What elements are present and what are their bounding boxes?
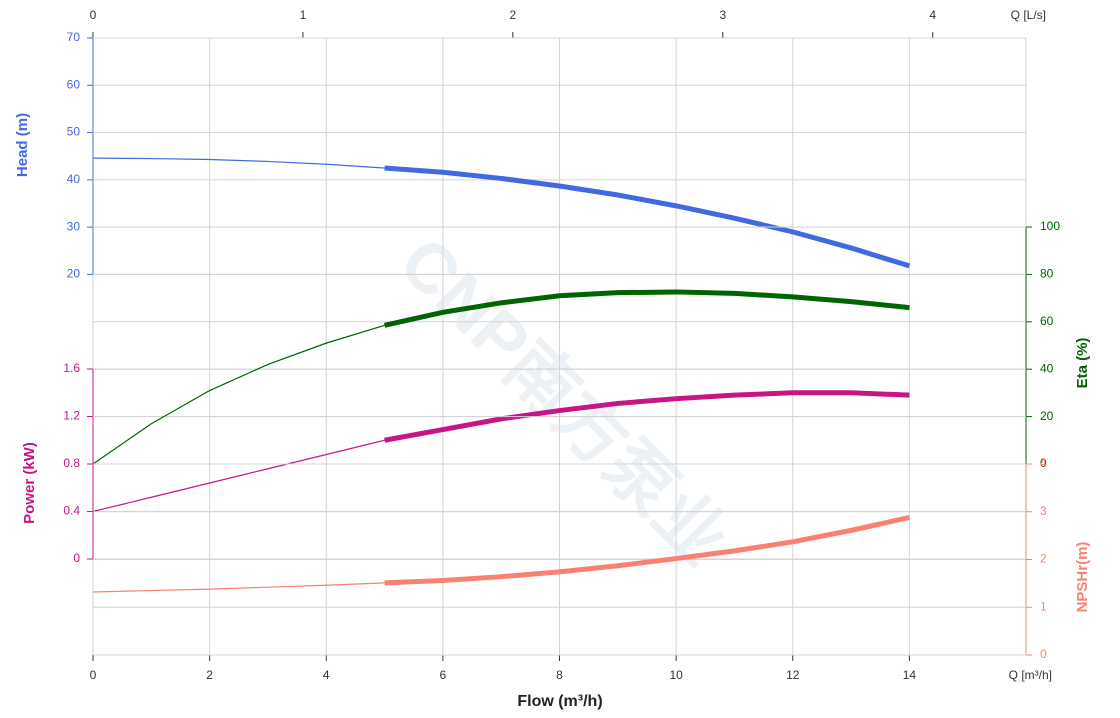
y-tick-label: 70 (67, 30, 81, 44)
x2-tick-label: 4 (929, 8, 936, 22)
y-tick-label: 80 (1040, 267, 1054, 281)
x-axis-title: Flow (m³/h) (517, 693, 602, 710)
y-axis-title: Eta (%) (1074, 338, 1091, 389)
curve (92, 157, 385, 169)
x-tick-label: 14 (903, 668, 917, 682)
x-unit-label: Q [m³/h] (1009, 668, 1052, 682)
x2-unit-label: Q [L/s] (1011, 8, 1046, 22)
curve (384, 390, 910, 443)
y-tick-label: 0.8 (63, 456, 80, 470)
x-tick-label: 10 (669, 668, 683, 682)
x2-tick-label: 0 (90, 8, 97, 22)
y-tick-label: 1.2 (63, 409, 80, 423)
curve (384, 515, 910, 586)
x-tick-label: 0 (90, 668, 97, 682)
y-axis-title: Power (kW) (21, 442, 38, 524)
x2-tick-label: 3 (719, 8, 726, 22)
y-tick-label: 60 (67, 77, 81, 91)
y-tick-label: 40 (67, 172, 81, 186)
y-tick-label: 0.4 (63, 504, 80, 518)
x-tick-label: 8 (556, 668, 563, 682)
y-tick-label: 0 (1040, 647, 1047, 661)
y-tick-label: 50 (67, 125, 81, 139)
curve (92, 439, 385, 513)
y-tick-label: 1 (1040, 599, 1047, 613)
curve (92, 582, 385, 593)
x2-tick-label: 2 (510, 8, 517, 22)
y-tick-label: 20 (1040, 409, 1054, 423)
x-tick-label: 6 (440, 668, 447, 682)
y-tick-label: 100 (1040, 219, 1060, 233)
curve (384, 165, 911, 269)
x-tick-label: 2 (206, 668, 213, 682)
y-tick-label: 1.6 (63, 361, 80, 375)
y-tick-label: 40 (1040, 361, 1054, 375)
y-tick-label: 0 (73, 551, 80, 565)
y-tick-label: 3 (1040, 504, 1047, 518)
y-tick-label: 20 (67, 267, 81, 281)
x-tick-label: 12 (786, 668, 800, 682)
y-tick-label: 0 (1040, 456, 1047, 470)
y-axis-title: Head (m) (14, 113, 31, 177)
y-tick-label: 60 (1040, 314, 1054, 328)
y-tick-label: 2 (1040, 552, 1047, 566)
y-tick-label: 4 (1040, 456, 1047, 470)
curve (384, 289, 910, 328)
curve (92, 324, 385, 465)
y-tick-label: 30 (67, 219, 81, 233)
watermark: CNP南方泵业 (385, 222, 743, 580)
x-tick-label: 4 (323, 668, 330, 682)
y-axis-title: NPSHr(m) (1074, 542, 1091, 613)
x2-tick-label: 1 (300, 8, 307, 22)
